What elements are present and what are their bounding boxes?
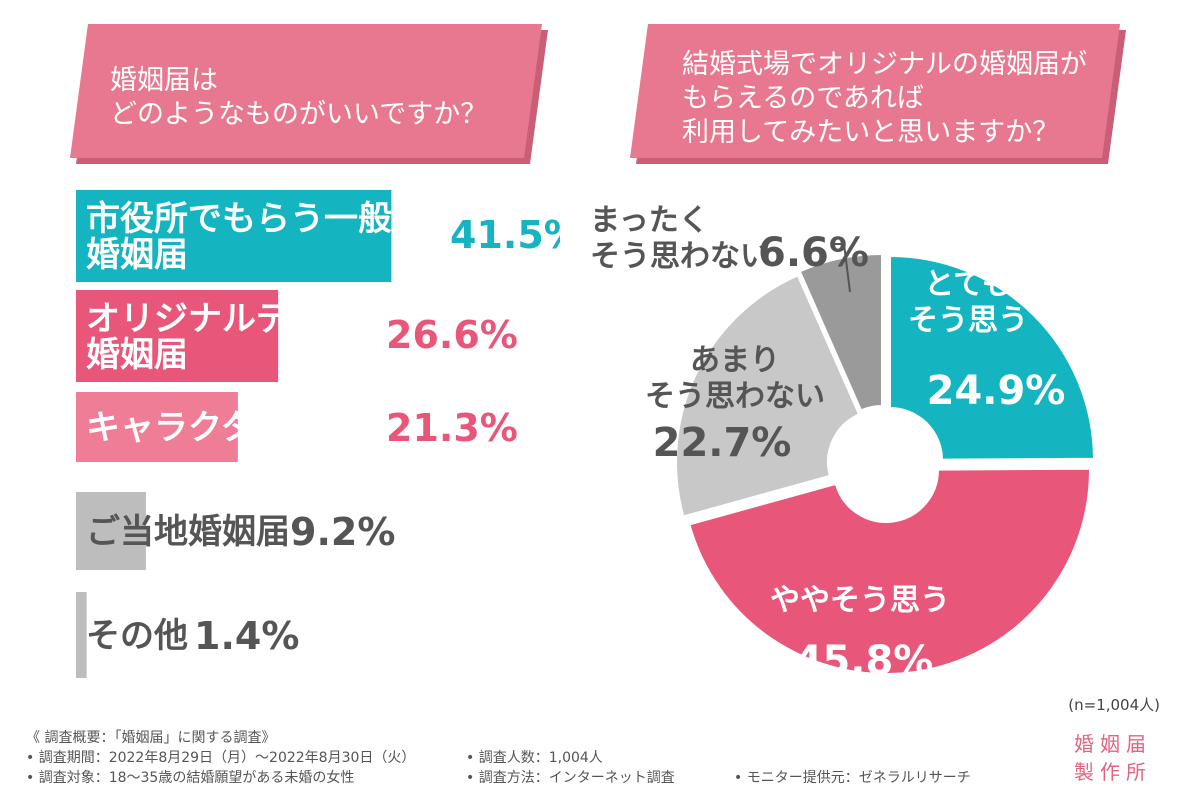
- bar-value-3: 21.3%: [386, 406, 518, 450]
- left-title-line-2: どのようなものがいいですか？: [110, 99, 488, 130]
- bar-value-5: 1.4%: [194, 614, 299, 658]
- right-title-line-1: 結婚式場でオリジナルの婚姻届が: [682, 49, 1087, 80]
- donut-label-1-line-2: そう思う: [908, 303, 1028, 338]
- survey-period: • 調査期間：2022年8月29日（月）～2022年8月30日（火）: [26, 750, 416, 766]
- donut-value-4: 6.6%: [758, 230, 869, 276]
- survey-target: • 調査対象：18～35歳の結婚願望がある未婚の女性: [26, 770, 355, 786]
- donut-slice-2: [688, 467, 1091, 675]
- left-title-line-1: 婚姻届は: [110, 65, 218, 96]
- brand-line-2: 製作所: [1074, 760, 1152, 784]
- donut-slice-3: [675, 273, 861, 518]
- donut-value-2: 45.8%: [795, 638, 934, 684]
- donut-leader-line: [832, 243, 851, 293]
- right-title-banner: 結婚式場でオリジナルの婚姻届が もらえるのであれば 利用してみたいと思いますか？: [630, 24, 1120, 158]
- donut-value-1: 24.9%: [927, 368, 1066, 414]
- donut-slice-4: [798, 252, 883, 412]
- bar-5: [76, 592, 87, 678]
- donut-label-3-line-2: そう思わない: [645, 379, 825, 414]
- bar-label-2-line-2: 婚姻届: [86, 335, 188, 375]
- donut-label-1-line-1: とても: [924, 267, 1012, 302]
- bar-label-1-line-1: 市役所でもらう一般的な: [86, 199, 460, 239]
- survey-method: • 調査方法：インターネット調査: [466, 770, 675, 786]
- bar-label-1-line-2: 婚姻届: [86, 235, 188, 275]
- bar-value-4: 9.2%: [290, 510, 395, 554]
- bar-1: [76, 190, 392, 282]
- survey-monitor: • モニター提供元：ゼネラルリサーチ: [734, 770, 971, 786]
- bar-label-3-line-1: キャラクター婚姻届: [86, 408, 391, 448]
- brand-logo: 婚姻届 製作所: [1074, 730, 1174, 786]
- left-title-banner: 婚姻届は どのようなものがいいですか？: [70, 24, 542, 158]
- donut-label-2-line-1: ややそう思う: [770, 583, 950, 618]
- right-title-line-3: 利用してみたいと思いますか？: [682, 117, 1060, 148]
- donut-chart: とてもそう思う24.9%ややそう思う45.8%あまりそう思わない22.7%まった…: [590, 203, 1096, 684]
- right-title-line-2: もらえるのであれば: [682, 83, 924, 114]
- bar-label-4-line-1: ご当地婚姻届: [86, 512, 290, 552]
- donut-label-4-line-2: そう思わない: [590, 239, 770, 274]
- brand-line-1: 婚姻届: [1074, 732, 1152, 756]
- bar-2: [76, 290, 279, 382]
- donut-slice-1: [889, 254, 1096, 461]
- bar-value-2: 26.6%: [386, 313, 518, 357]
- donut-value-3: 22.7%: [653, 420, 792, 466]
- sample-size: (n=1,004人): [1068, 696, 1160, 714]
- bar-label-5-line-1: その他: [86, 616, 188, 656]
- donut-label-3-line-1: あまり: [690, 343, 780, 378]
- donut-label-4-line-1: まったく: [590, 203, 709, 238]
- bar-4: [76, 492, 146, 570]
- bar-3: [76, 392, 238, 462]
- bar-value-1: 41.5%: [450, 213, 560, 257]
- survey-count: • 調査人数：1,004人: [466, 750, 603, 766]
- survey-title: 《 調査概要：「婚姻届」に関する調査》: [26, 730, 276, 746]
- bar-label-2-line-1: オリジナルデザイン: [86, 299, 392, 339]
